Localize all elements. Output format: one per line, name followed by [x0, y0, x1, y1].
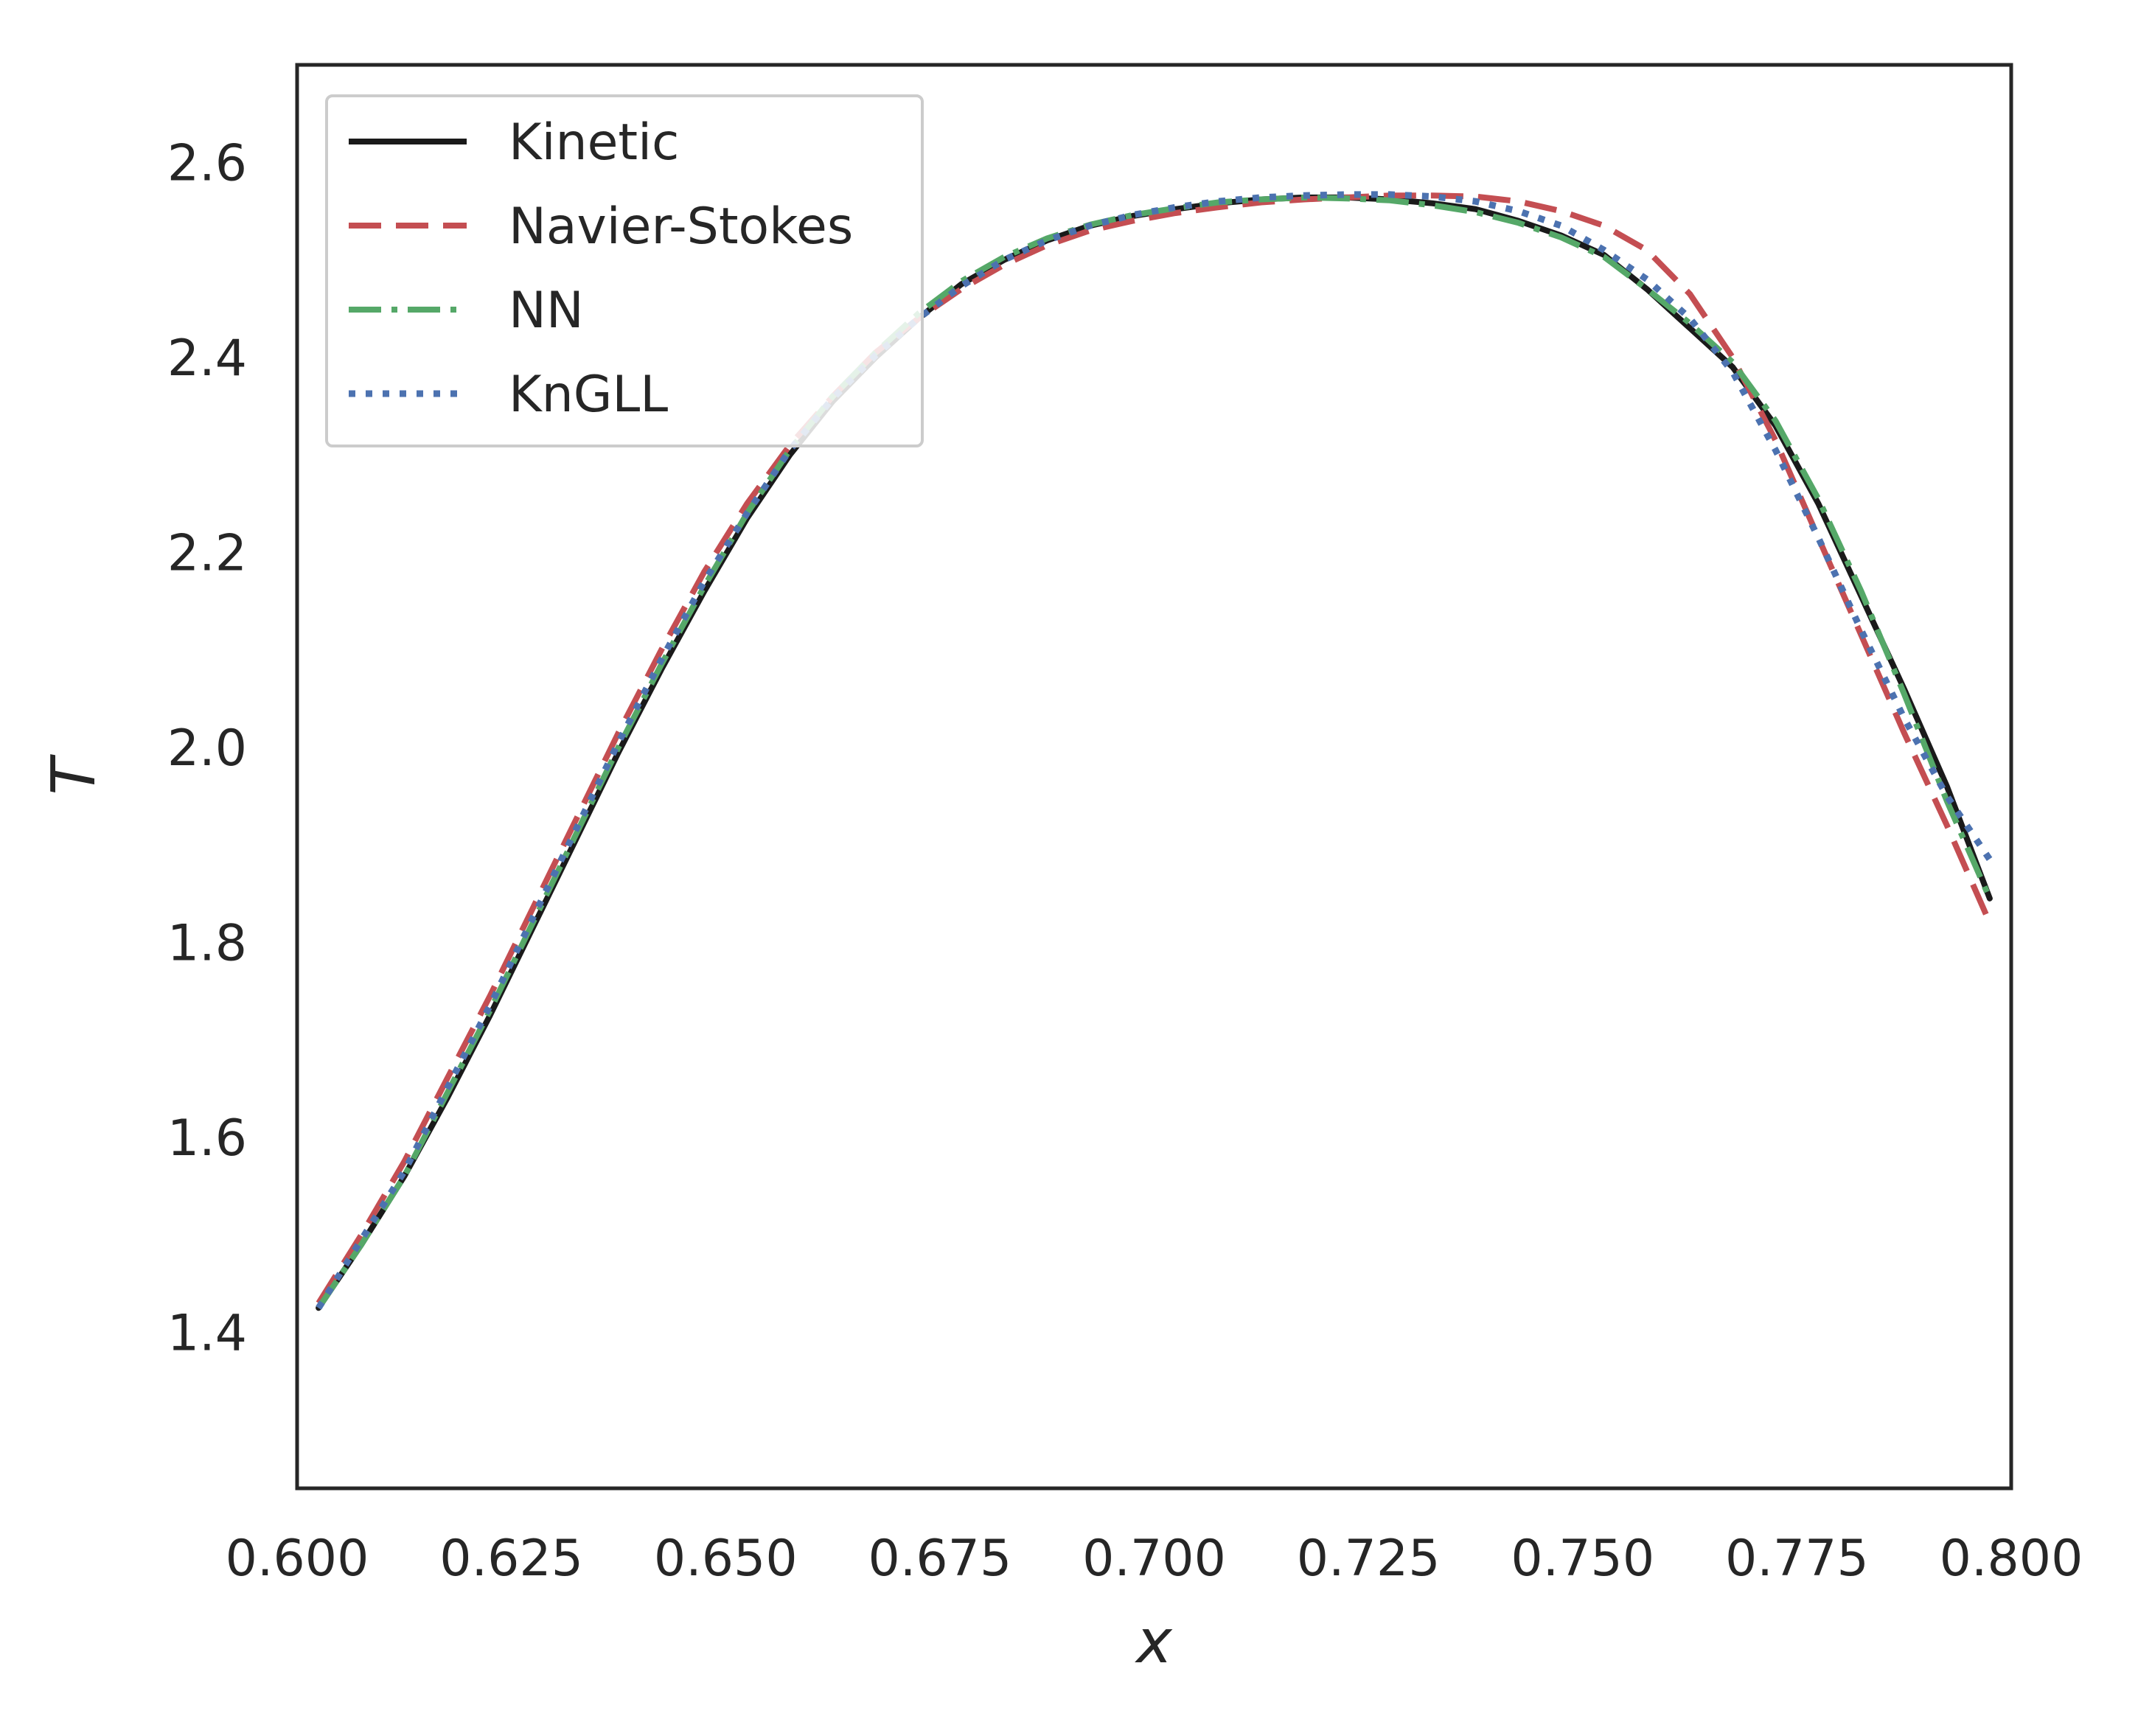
legend-label: NN	[509, 282, 584, 340]
legend-label: Navier-Stokes	[509, 198, 853, 256]
plot-frame	[295, 63, 2013, 1491]
x-tick-label: 0.775	[1725, 1530, 1869, 1588]
y-tick-label: 2.6	[167, 134, 247, 192]
y-tick-label: 2.0	[167, 719, 247, 778]
legend-label: Kinetic	[509, 114, 679, 172]
y-tick-label: 2.4	[167, 330, 247, 388]
x-tick-label: 0.650	[654, 1530, 798, 1588]
x-axis-label: x	[1134, 1607, 1173, 1677]
legend: Kinetic Navier-Stokes NN KnGLL	[325, 94, 924, 447]
legend-box	[325, 94, 924, 447]
y-tick-label: 1.8	[167, 914, 247, 972]
y-tick-labels: 1.4 1.6 1.8 2.0 2.2 2.4 2.6	[167, 134, 247, 1362]
y-tick-label: 1.6	[167, 1109, 247, 1168]
y-tick-label: 2.2	[167, 524, 247, 582]
series-layer	[316, 191, 1993, 1311]
x-tick-label: 0.800	[1940, 1530, 2083, 1588]
x-tick-label: 0.625	[439, 1530, 583, 1588]
y-axis-label: T	[39, 754, 109, 795]
x-tick-label: 0.600	[226, 1530, 369, 1588]
x-tick-labels: 0.600 0.625 0.650 0.675 0.700 0.725 0.750 0.775…	[226, 1530, 2083, 1588]
legend-label: KnGLL	[509, 366, 668, 424]
x-tick-label: 0.700	[1082, 1530, 1226, 1588]
series-line-navier-stokes	[316, 192, 1993, 1305]
y-tick-label: 1.4	[167, 1304, 247, 1362]
series-line-kngll	[316, 191, 1993, 1310]
x-tick-label: 0.725	[1297, 1530, 1441, 1588]
x-tick-label: 0.750	[1511, 1530, 1654, 1588]
x-tick-label: 0.675	[868, 1530, 1012, 1588]
